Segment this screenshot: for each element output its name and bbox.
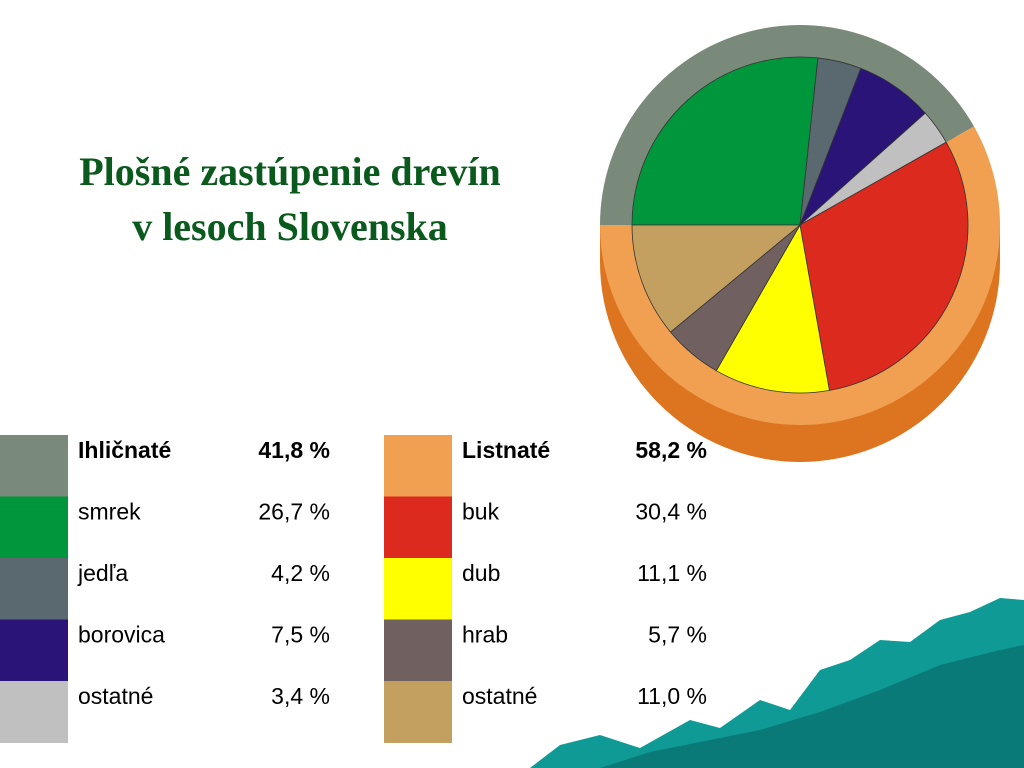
legend-label: Ihličnaté — [78, 437, 171, 463]
legend-label: borovica — [78, 622, 165, 648]
ring-segment — [600, 126, 1000, 426]
legend-label: ostatné — [78, 683, 153, 709]
legend-label: Listnaté — [462, 437, 550, 463]
legend-label: dub — [462, 560, 500, 586]
legend-value: 4,2 % — [271, 560, 330, 586]
legend-swatch — [384, 681, 452, 743]
legend-swatch — [0, 435, 68, 497]
pie-slice — [799, 141, 969, 391]
legend-label: jedľa — [77, 560, 128, 586]
legend-value: 26,7 % — [258, 499, 330, 525]
ring-segment — [600, 25, 975, 225]
pie-slice — [631, 56, 819, 226]
legend-value: 58,2 % — [635, 437, 707, 463]
legend-value: 5,7 % — [648, 622, 707, 648]
legend-swatch — [0, 619, 68, 682]
chart-title: Plošné zastúpenie drevín — [79, 149, 501, 194]
legend-label: hrab — [462, 622, 508, 648]
legend-label: ostatné — [462, 683, 537, 709]
pie-slice — [715, 223, 830, 394]
legend-value: 3,4 % — [271, 683, 330, 709]
legend-value: 11,0 % — [637, 683, 707, 709]
legend-value: 7,5 % — [271, 622, 330, 648]
legend-swatch — [384, 435, 452, 497]
legend-swatch — [384, 496, 452, 559]
pie-slice — [631, 224, 802, 333]
landscape-decoration — [600, 645, 1024, 768]
legend-swatch — [384, 558, 452, 620]
legend-swatch — [0, 496, 68, 559]
chart-title: v lesoch Slovenska — [132, 204, 448, 249]
legend-label: smrek — [78, 499, 141, 525]
legend-value: 30,4 % — [635, 499, 707, 525]
legend-swatch — [384, 619, 452, 682]
legend-swatch — [0, 558, 68, 620]
legend-label: buk — [462, 499, 500, 525]
legend-value: 41,8 % — [258, 437, 330, 463]
legend-swatch — [0, 681, 68, 743]
legend-value: 11,1 % — [637, 560, 707, 586]
